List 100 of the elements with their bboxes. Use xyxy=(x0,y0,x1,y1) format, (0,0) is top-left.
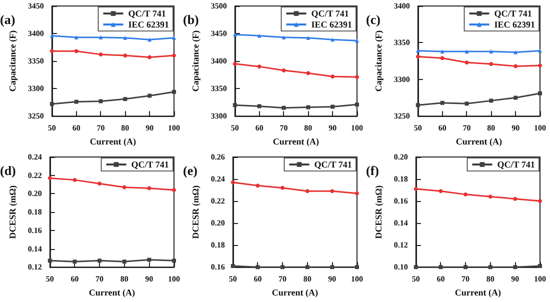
point xyxy=(330,74,335,78)
point xyxy=(172,54,176,58)
point xyxy=(172,258,176,263)
point xyxy=(464,102,469,106)
point xyxy=(72,178,77,182)
x-tick-label: 80 xyxy=(120,274,128,284)
point xyxy=(48,258,52,263)
x-axis-title: Current (A) xyxy=(456,136,502,146)
y-axis-title: DCESR (mΩ) xyxy=(190,185,200,239)
x-axis-title: Current (A) xyxy=(88,288,135,298)
x-tick-label: 100 xyxy=(168,124,180,133)
x-axis-title: Current (A) xyxy=(272,288,318,298)
y-tick-label: 0.24 xyxy=(28,152,42,162)
x-tick-label: 80 xyxy=(303,274,312,284)
point xyxy=(355,102,359,107)
point xyxy=(514,96,518,100)
legend-label: QC/T 741 xyxy=(128,8,166,18)
point xyxy=(330,38,335,42)
y-tick-label: 0.16 xyxy=(28,226,42,235)
point xyxy=(98,258,102,263)
point xyxy=(172,188,176,192)
point xyxy=(122,260,126,264)
y-tick-label: 0.20 xyxy=(28,189,42,198)
point xyxy=(513,196,518,201)
x-tick-label: 50 xyxy=(412,274,420,284)
legend-label: QC/T 741 xyxy=(131,160,170,170)
x-tick-label: 50 xyxy=(414,124,422,133)
point xyxy=(489,62,494,66)
y-tick-label: 0.16 xyxy=(210,262,225,272)
y-tick-label: 0.16 xyxy=(394,196,408,206)
x-tick-label: 70 xyxy=(96,274,104,284)
point xyxy=(230,264,235,268)
point xyxy=(232,103,237,108)
point xyxy=(414,265,418,270)
y-axis-title: DCESR (mΩ) xyxy=(374,185,384,239)
point xyxy=(538,91,542,96)
x-tick-label: 70 xyxy=(280,124,288,133)
point xyxy=(538,264,542,268)
x-tick-label: 50 xyxy=(46,274,54,284)
point xyxy=(98,35,103,40)
x-tick-label: 80 xyxy=(121,124,130,133)
point xyxy=(464,265,468,270)
y-axis-title: Capacitance (F) xyxy=(374,30,384,92)
point xyxy=(148,94,152,98)
point xyxy=(464,50,469,54)
y-tick-label: 0.20 xyxy=(394,152,408,162)
x-tick-label: 90 xyxy=(328,274,336,284)
y-tick-label: 3500 xyxy=(210,2,227,10)
point xyxy=(306,71,310,76)
point xyxy=(305,265,310,270)
point xyxy=(280,265,285,270)
point xyxy=(440,56,444,60)
point xyxy=(123,54,128,58)
point xyxy=(513,265,518,270)
y-tick-label: 3400 xyxy=(28,29,44,38)
point xyxy=(514,64,518,68)
x-tick-label: 80 xyxy=(304,124,312,133)
y-tick-label: 0.10 xyxy=(394,262,408,272)
text: (c) xyxy=(366,12,380,27)
point xyxy=(148,38,152,42)
point xyxy=(305,189,310,194)
x-tick-label: 80 xyxy=(486,274,494,284)
legend-label: IEC 62391 xyxy=(311,20,352,30)
y-tick-label: 3450 xyxy=(28,2,44,10)
point xyxy=(438,265,443,270)
point xyxy=(538,199,542,204)
x-tick-label: 70 xyxy=(96,124,105,133)
point xyxy=(122,185,126,190)
y-tick-label: 0.14 xyxy=(394,218,408,228)
y-tick-label: 3250 xyxy=(394,112,410,121)
x-axis-title: Current (A) xyxy=(90,136,136,146)
x-axis-title: Current (A) xyxy=(454,288,501,298)
point xyxy=(256,184,260,188)
y-tick-label: 0.26 xyxy=(210,152,225,162)
point xyxy=(282,35,286,40)
y-tick-label: 3300 xyxy=(28,84,44,94)
point xyxy=(306,105,310,110)
y-axis-title: Capacitance (F) xyxy=(8,30,18,92)
x-tick-label: 90 xyxy=(146,124,154,133)
point xyxy=(74,49,78,54)
x-tick-label: 70 xyxy=(462,274,470,284)
x-tick-label: 70 xyxy=(278,274,287,284)
point xyxy=(416,48,420,53)
y-tick-label: 3350 xyxy=(210,84,227,94)
x-tick-label: 60 xyxy=(70,274,79,284)
point xyxy=(489,50,494,54)
point xyxy=(50,49,54,54)
x-tick-label: 50 xyxy=(48,124,56,133)
y-tick-label: 3350 xyxy=(28,56,44,66)
x-tick-label: 50 xyxy=(228,274,237,284)
point xyxy=(172,90,176,94)
text: (d) xyxy=(0,163,16,178)
y-tick-label: 0.18 xyxy=(394,174,408,184)
point xyxy=(416,54,420,59)
point xyxy=(257,104,262,108)
point xyxy=(282,68,286,72)
y-axis-title: DCESR (mΩ) xyxy=(8,185,18,239)
legend-label: QC/T 741 xyxy=(314,160,352,170)
x-tick-label: 90 xyxy=(145,274,154,284)
point xyxy=(416,103,420,108)
